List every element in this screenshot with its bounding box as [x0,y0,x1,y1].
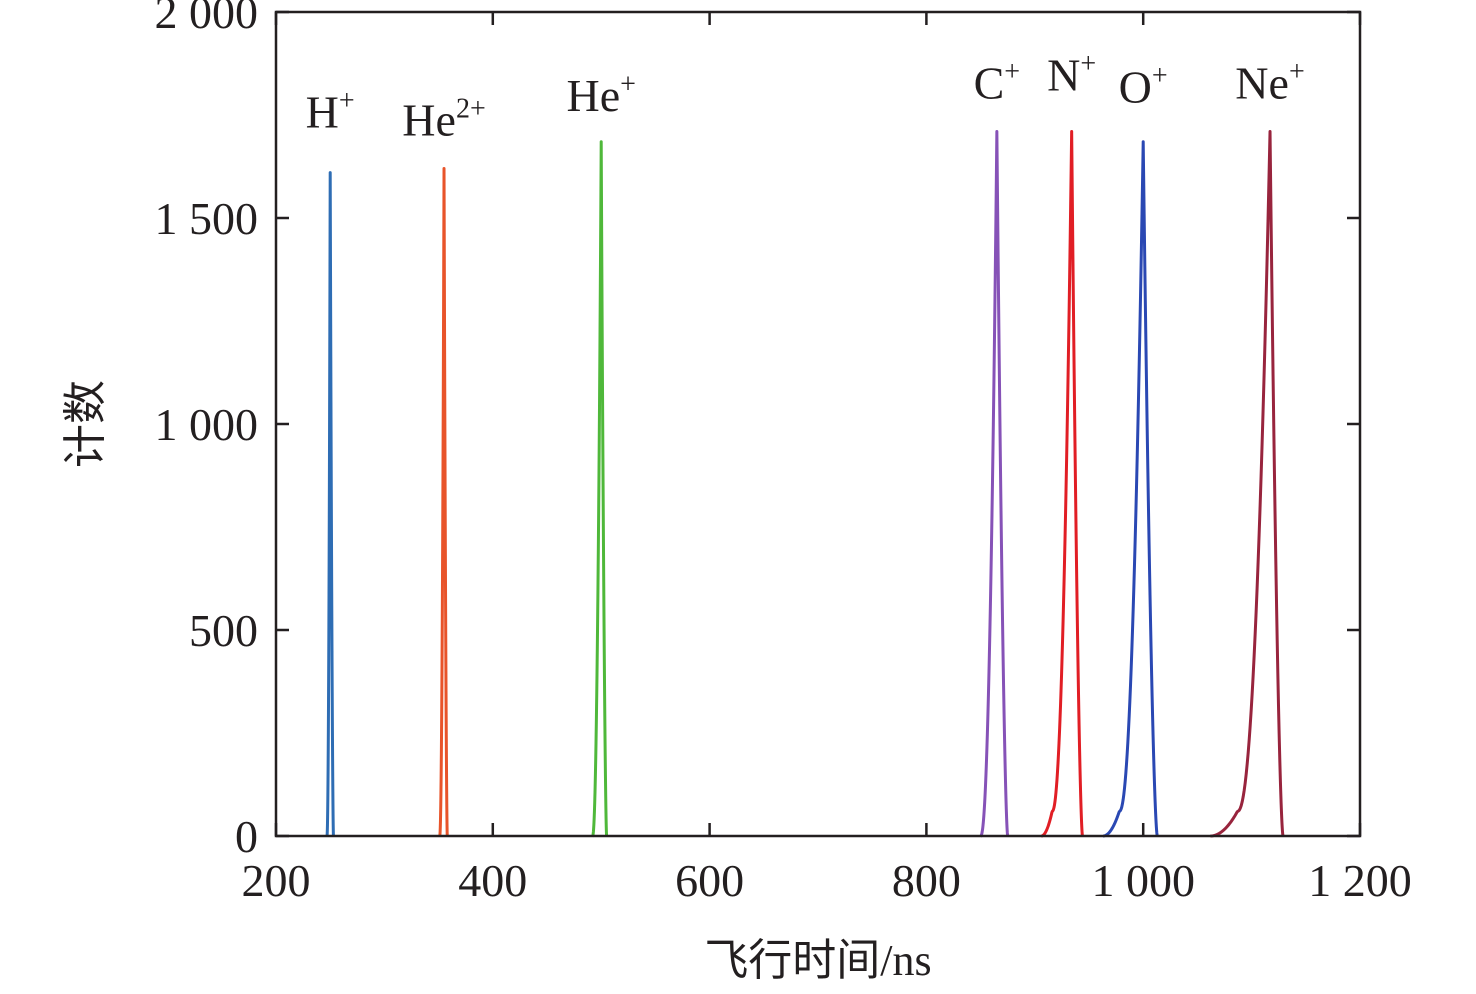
peak-h-plus [325,171,335,838]
y-tick-label: 1 000 [155,399,259,450]
axis-tick-labels: 200 400 600 800 1 000 1 200 0 500 1 000 1 500 2 00… [155,0,1412,906]
y-tick-label: 2 000 [155,0,259,38]
y-tick-label: 1 500 [155,193,259,244]
peak-o-plus [1102,140,1159,838]
peak-he-2plus [438,167,449,838]
x-tick-label: 1 200 [1308,855,1412,906]
y-tick-label: 500 [189,605,258,656]
peak-series-group [325,129,1285,838]
peak-annotations: H+ He2+ He+ C+ N+ O+ Ne+ [306,48,1305,145]
y-axis-title: 计数 [61,380,110,468]
axis-ticks [274,10,1362,838]
x-axis-title: 飞行时间/ns [704,936,931,985]
peak-label: C+ [974,57,1020,109]
peak-label: Ne+ [1235,57,1304,109]
x-tick-label: 800 [892,855,961,906]
x-tick-label: 400 [458,855,527,906]
y-tick-label: 0 [235,811,258,862]
peak-c-plus [979,129,1010,838]
peak-ne-plus [1209,129,1285,838]
peak-label: O+ [1119,61,1168,113]
x-tick-label: 1 000 [1091,855,1195,906]
peak-he-plus [591,140,609,838]
peak-label: He+ [566,69,635,121]
peak-label: N+ [1047,48,1096,100]
x-tick-label: 200 [242,855,311,906]
x-tick-label: 600 [675,855,744,906]
peak-label: H+ [306,85,355,137]
peak-label: He2+ [402,94,485,146]
peak-n-plus [1040,129,1084,838]
